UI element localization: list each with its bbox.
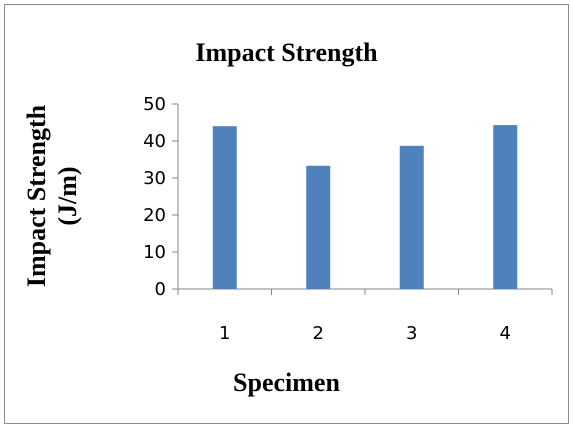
bar	[399, 145, 424, 289]
y-tick-label: 40	[143, 131, 166, 152]
y-tick-label: 50	[143, 94, 166, 115]
y-tick-label: 30	[143, 168, 166, 189]
x-tick-label: 2	[313, 323, 324, 344]
y-tick-label: 20	[143, 205, 166, 226]
chart-frame	[4, 4, 569, 424]
bar	[212, 126, 237, 289]
x-axis-label: Specimen	[233, 368, 340, 397]
bar	[493, 125, 518, 289]
x-tick-label: 3	[406, 323, 417, 344]
x-tick-label: 4	[500, 323, 511, 344]
bar	[306, 165, 331, 289]
y-tick-label: 10	[143, 242, 166, 263]
y-tick-label: 0	[155, 279, 166, 300]
x-tick-label: 1	[219, 323, 230, 344]
chart-title: Impact Strength	[195, 38, 378, 67]
